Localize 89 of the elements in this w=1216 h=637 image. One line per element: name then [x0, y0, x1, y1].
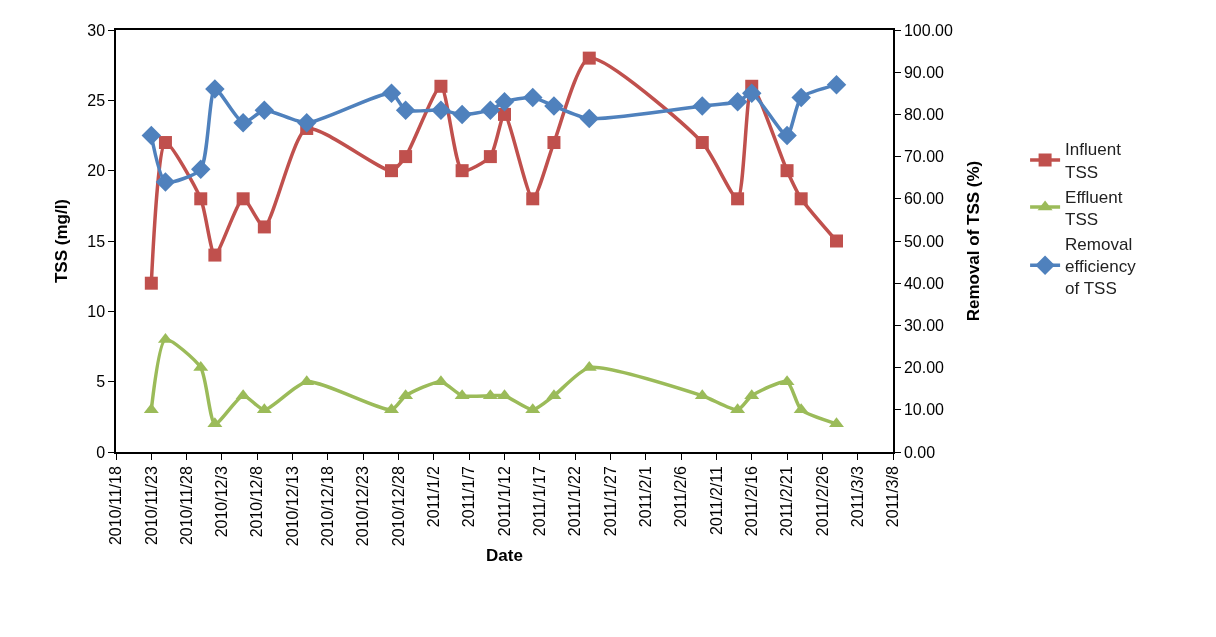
point — [431, 100, 451, 120]
point — [399, 150, 413, 164]
legend-label: Influent TSS — [1065, 140, 1122, 182]
point — [695, 136, 709, 150]
x-tick-label: 2011/1/17 — [531, 466, 549, 537]
point — [455, 164, 469, 178]
point — [296, 113, 317, 133]
y-tick-label: 10 — [87, 302, 106, 320]
x-tick-label: 2010/12/28 — [389, 466, 407, 547]
point — [547, 136, 561, 150]
point — [741, 83, 762, 104]
x-tick-label: 2010/12/23 — [354, 466, 372, 547]
point — [483, 150, 497, 164]
point — [144, 276, 158, 290]
point — [582, 51, 596, 65]
x-tick-label: 2011/1/7 — [460, 466, 478, 528]
point — [692, 96, 713, 116]
y-tick-label: 20 — [87, 162, 106, 180]
point — [191, 159, 211, 180]
x-tick-label: 2011/1/27 — [601, 466, 619, 537]
legend-label: Effluent TSS — [1065, 187, 1123, 229]
y-axis-title: TSS (mg/l) — [52, 198, 72, 284]
x-tick-label: 2011/3/3 — [848, 466, 866, 528]
point — [780, 164, 794, 178]
point — [494, 91, 515, 112]
y2-tick-label: 40.00 — [903, 274, 945, 292]
x-tick-label: 2010/12/8 — [248, 466, 266, 538]
y2-tick-label: 100.00 — [903, 21, 953, 39]
point — [731, 192, 745, 206]
point — [208, 248, 222, 262]
legend-label: Removal efficiency of TSS — [1065, 234, 1137, 299]
y2-tick-label: 60.00 — [903, 190, 945, 208]
point — [452, 104, 472, 125]
point — [498, 107, 511, 121]
x-tick-label: 2011/2/26 — [813, 466, 831, 537]
y-tick-label: 0 — [96, 443, 106, 461]
y2-tick-label: 0.00 — [903, 443, 936, 461]
point — [434, 79, 448, 93]
x-axis-title: Date — [486, 546, 523, 566]
point — [384, 164, 398, 178]
y2-tick-label: 10.00 — [903, 401, 945, 419]
y2-tick-label: 20.00 — [903, 359, 945, 377]
x-tick-label: 2010/12/3 — [213, 466, 231, 538]
point — [205, 79, 225, 99]
point — [727, 91, 748, 112]
x-tick-label: 2011/1/12 — [495, 466, 513, 537]
point — [794, 192, 808, 206]
point — [236, 192, 250, 206]
y2-tick-label: 70.00 — [903, 148, 945, 166]
y2-tick-label: 80.00 — [903, 106, 945, 123]
point — [829, 234, 843, 248]
point — [194, 192, 208, 206]
y2-axis-title: Removal of TSS (%) — [963, 160, 983, 322]
x-tick-label: 2011/2/6 — [672, 466, 690, 528]
x-tick-label: 2011/2/21 — [778, 466, 796, 537]
x-tick-label: 2011/2/1 — [636, 466, 654, 528]
x-tick-label: 2011/1/2 — [425, 466, 443, 528]
point — [254, 100, 275, 120]
point — [523, 87, 543, 108]
point — [257, 220, 271, 234]
y-tick-label: 25 — [87, 91, 106, 109]
point — [791, 87, 811, 108]
point — [579, 108, 600, 129]
x-tick-label: 2010/12/13 — [283, 466, 301, 547]
point — [141, 125, 162, 146]
y-tick-label: 5 — [96, 373, 106, 391]
point — [158, 136, 172, 150]
x-tick-label: 2011/1/22 — [566, 466, 584, 537]
point — [155, 172, 176, 192]
point — [526, 192, 540, 206]
point — [826, 75, 847, 95]
x-tick-label: 2010/11/23 — [142, 466, 160, 546]
y-tick-label: 15 — [87, 232, 106, 250]
point — [777, 125, 797, 146]
point — [480, 100, 501, 120]
y2-tick-label: 90.00 — [903, 63, 945, 81]
x-tick-label: 2010/12/18 — [319, 466, 337, 547]
y-tick-label: 30 — [87, 21, 106, 39]
x-tick-label: 2010/11/18 — [107, 466, 125, 546]
x-tick-label: 2011/3/8 — [884, 466, 902, 528]
y2-tick-label: 30.00 — [903, 317, 945, 334]
point — [395, 100, 416, 120]
point — [544, 96, 564, 116]
point — [381, 83, 402, 104]
point — [233, 113, 253, 133]
x-tick-label: 2011/2/11 — [707, 466, 725, 535]
x-tick-label: 2011/2/16 — [742, 466, 760, 537]
x-tick-label: 2010/11/28 — [177, 466, 195, 546]
y2-tick-label: 50.00 — [903, 232, 945, 250]
